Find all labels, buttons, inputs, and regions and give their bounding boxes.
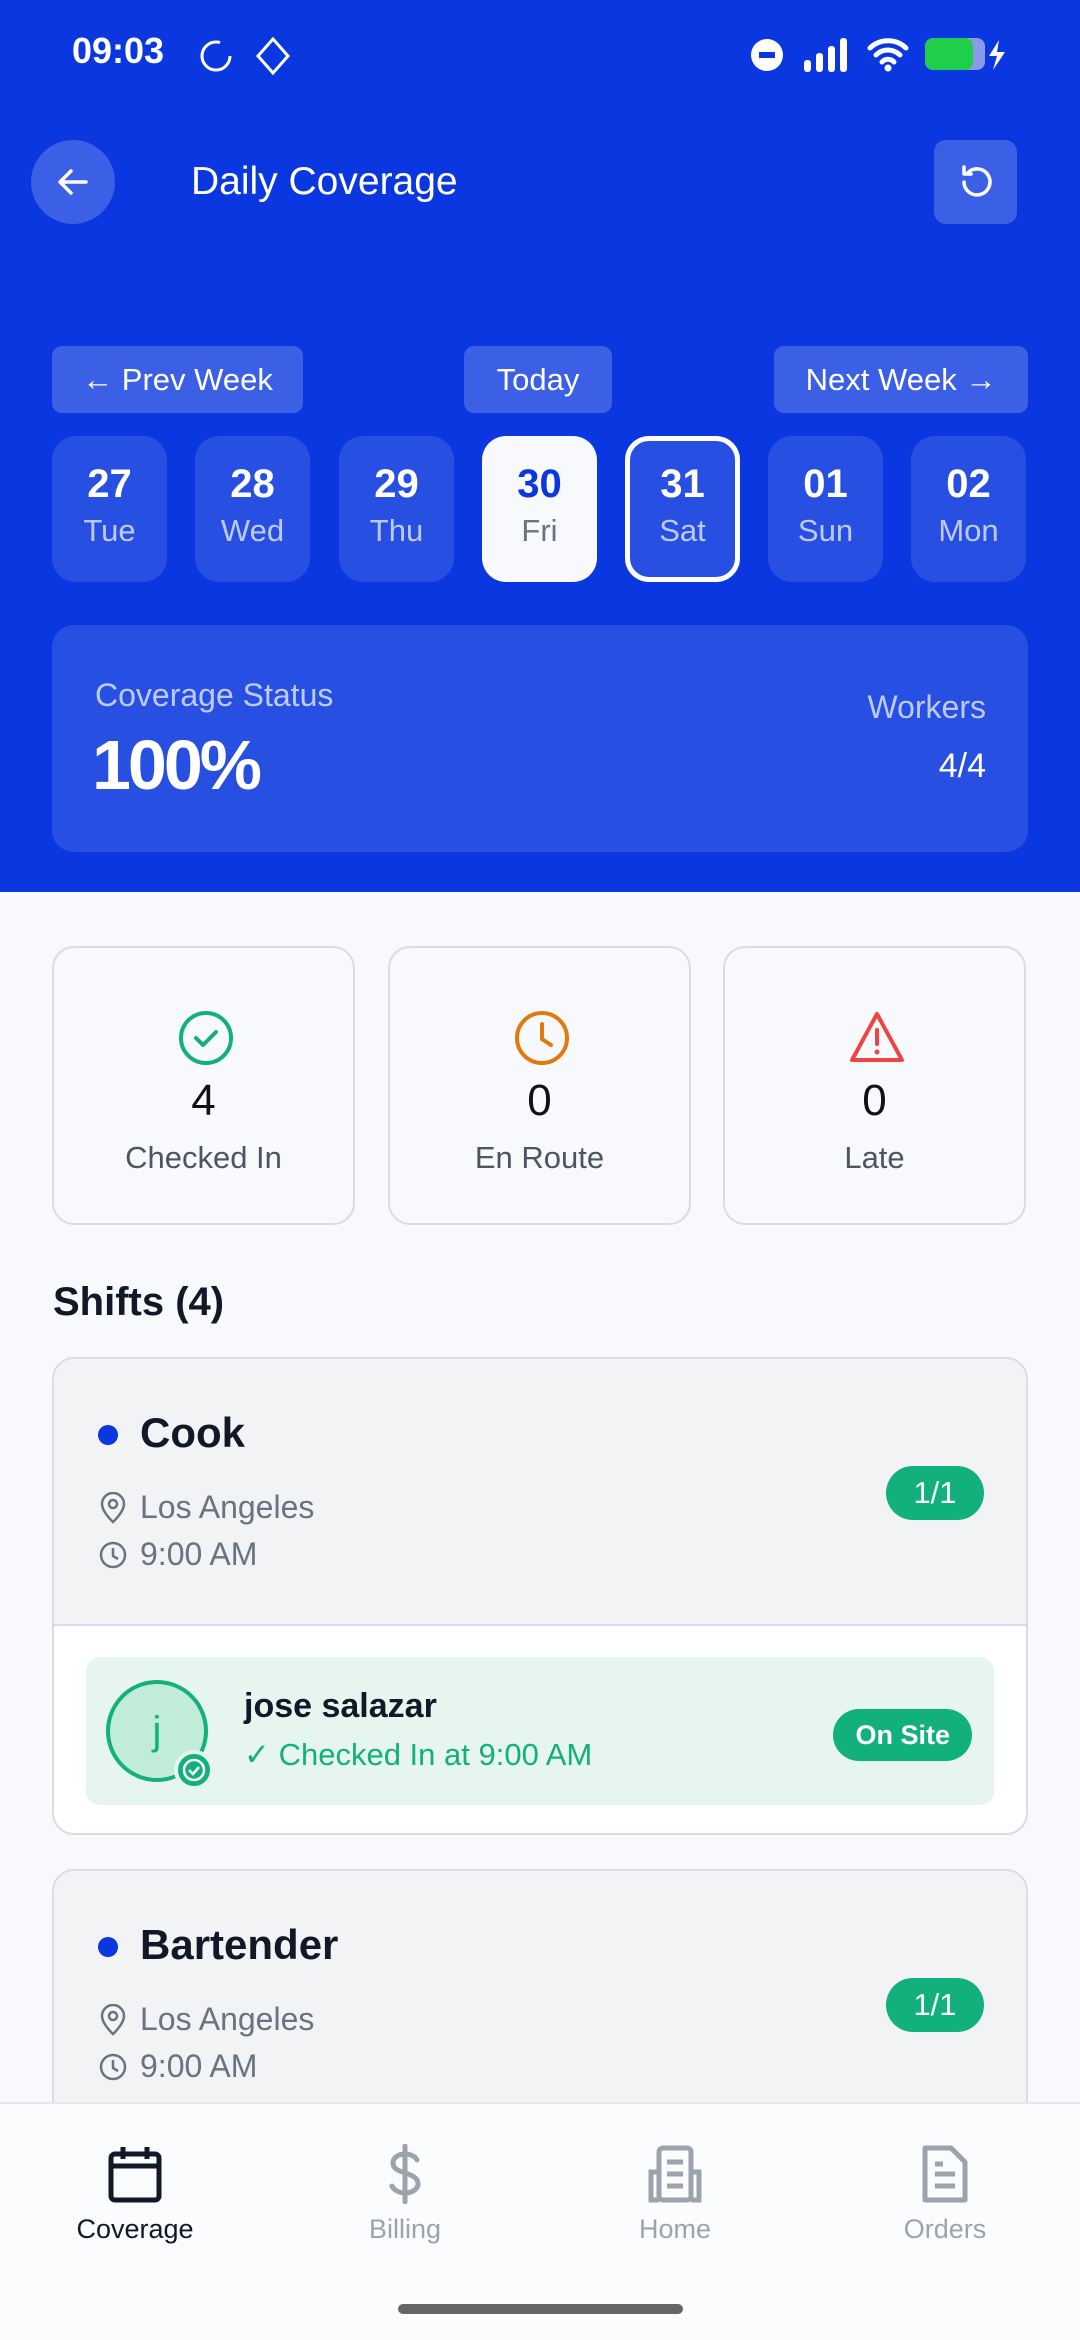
- filled-badge: 1/1: [886, 1978, 984, 2032]
- shift-time: 9:00 AM: [98, 2048, 257, 2085]
- status-time: 09:03: [72, 30, 165, 71]
- stat-value: 4: [191, 1076, 216, 1125]
- day-28[interactable]: 28 Wed: [195, 436, 310, 582]
- day-name: Thu: [369, 513, 424, 548]
- day-name: Tue: [83, 513, 136, 548]
- day-number: 28: [230, 462, 275, 506]
- bottom-nav: Coverage Billing Home Orders: [0, 2102, 1080, 2340]
- nav-coverage[interactable]: Coverage: [35, 2144, 235, 2245]
- signal-icon: [804, 38, 852, 77]
- time-text: 9:00 AM: [140, 1536, 258, 1572]
- nav-billing[interactable]: Billing: [305, 2144, 505, 2245]
- workers-value: 4/4: [938, 747, 986, 785]
- arrow-left-icon: [58, 169, 88, 195]
- shift-header: Cook Los Angeles 9:00 AM 1/1: [54, 1359, 1026, 1624]
- stat-en-route: 0 En Route: [388, 946, 691, 1225]
- stat-label: Late: [844, 1140, 905, 1175]
- battery-icon: [925, 36, 1007, 77]
- day-name: Sun: [797, 513, 854, 548]
- stat-value: 0: [527, 1076, 552, 1125]
- nav-label: Home: [638, 2214, 712, 2244]
- worker-name: jose salazar: [244, 1687, 437, 1725]
- calendar-icon: [108, 2147, 162, 2203]
- nav-label: Billing: [368, 2214, 442, 2244]
- warning-icon: [850, 1012, 904, 1062]
- building-icon: [648, 2145, 702, 2203]
- shift-location: Los Angeles: [98, 2001, 314, 2038]
- next-week-button[interactable]: Next Week →: [774, 346, 1028, 413]
- stat-label: En Route: [474, 1140, 605, 1175]
- workers-label: Workers: [867, 689, 986, 725]
- refresh-button[interactable]: [934, 140, 1017, 224]
- app-notification-icon: [255, 36, 291, 81]
- dollar-icon: [389, 2144, 421, 2204]
- day-number: 29: [374, 462, 419, 506]
- day-30-selected[interactable]: 30 Fri: [482, 436, 597, 582]
- location-text: Los Angeles: [140, 2001, 315, 2037]
- time-text: 9:00 AM: [140, 2048, 258, 2084]
- on-site-badge: On Site: [833, 1709, 972, 1761]
- day-29[interactable]: 29 Thu: [339, 436, 454, 582]
- stat-checked-in: 4 Checked In: [52, 946, 355, 1225]
- shift-card-cook[interactable]: Cook Los Angeles 9:00 AM 1/1 j jose sala…: [52, 1357, 1028, 1835]
- day-27[interactable]: 27 Tue: [52, 436, 167, 582]
- page-title: Daily Coverage: [191, 160, 458, 203]
- clock-icon: [515, 1011, 569, 1065]
- refresh-icon: [961, 165, 992, 197]
- check-circle-icon: [179, 1011, 233, 1065]
- filled-badge: 1/1: [886, 1466, 984, 1520]
- day-number: 01: [803, 462, 848, 506]
- loading-icon: [198, 38, 234, 79]
- day-number: 27: [87, 462, 132, 506]
- day-01[interactable]: 01 Sun: [768, 436, 883, 582]
- shift-dot: [98, 1425, 118, 1445]
- coverage-label: Coverage Status: [95, 677, 334, 713]
- stat-value: 0: [862, 1076, 887, 1125]
- day-name: Fri: [521, 513, 558, 548]
- home-indicator[interactable]: [398, 2304, 683, 2314]
- day-number: 31: [660, 462, 705, 506]
- shifts-heading: Shifts (4): [53, 1280, 225, 1324]
- dnd-icon: [750, 38, 784, 77]
- clock-icon: [99, 2053, 127, 2080]
- shift-time: 9:00 AM: [98, 1536, 257, 1573]
- day-name: Wed: [220, 513, 285, 548]
- day-02[interactable]: 02 Mon: [911, 436, 1026, 582]
- shift-dot: [98, 1937, 118, 1957]
- day-31-today[interactable]: 31 Sat: [625, 436, 740, 582]
- worker-row[interactable]: j jose salazar ✓ Checked In at 9:00 AM O…: [86, 1657, 994, 1805]
- day-name: Sat: [659, 513, 706, 548]
- location-text: Los Angeles: [140, 1489, 315, 1525]
- prev-week-button[interactable]: ← Prev Week: [52, 346, 303, 413]
- nav-label: Coverage: [76, 2214, 194, 2244]
- day-name: Mon: [938, 513, 999, 548]
- clock-icon: [99, 1541, 127, 1568]
- shift-role: Cook: [140, 1409, 245, 1456]
- checked-badge-icon: [174, 1750, 214, 1790]
- shift-role: Bartender: [140, 1921, 339, 1968]
- day-number: 30: [517, 462, 562, 506]
- stat-late: 0 Late: [723, 946, 1026, 1225]
- coverage-status-card: Coverage Status 100% Workers 4/4: [52, 625, 1028, 852]
- document-icon: [922, 2145, 968, 2203]
- nav-orders[interactable]: Orders: [845, 2144, 1045, 2245]
- location-pin-icon: [100, 1491, 126, 1524]
- nav-home[interactable]: Home: [575, 2144, 775, 2245]
- location-pin-icon: [100, 2003, 126, 2036]
- day-number: 02: [946, 462, 991, 506]
- shift-location: Los Angeles: [98, 1489, 314, 1526]
- worker-status: ✓ Checked In at 9:00 AM: [244, 1737, 593, 1772]
- wifi-icon: [866, 36, 910, 77]
- back-button[interactable]: [31, 140, 115, 224]
- nav-label: Orders: [903, 2214, 987, 2244]
- stat-label: Checked In: [125, 1140, 282, 1175]
- coverage-value: 100%: [92, 726, 262, 804]
- today-button[interactable]: Today: [464, 346, 612, 413]
